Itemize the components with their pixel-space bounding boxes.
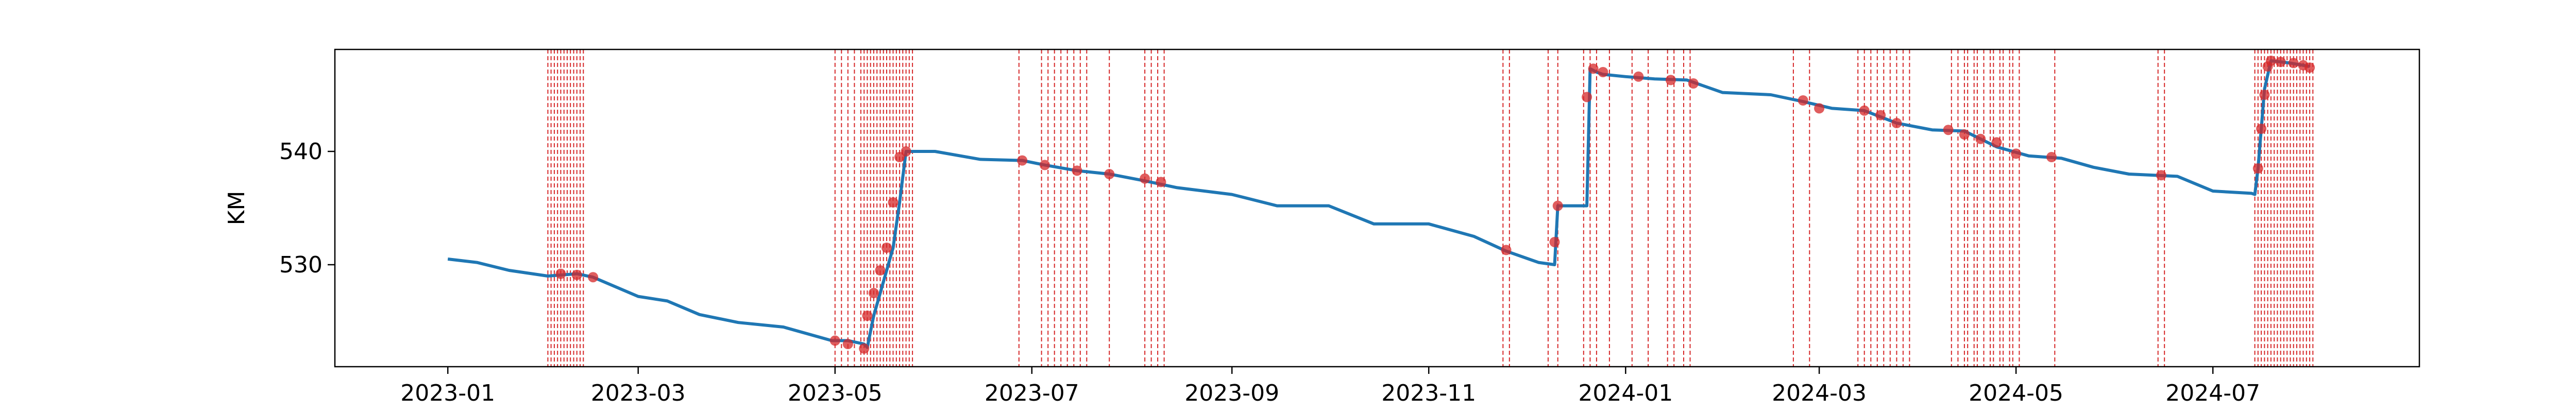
x-axis-ticks: 2023-01 2023-03 2023-05 2023-07 2023-09 2023-…	[400, 367, 2260, 406]
data-marker	[571, 269, 582, 280]
data-marker	[1039, 160, 1050, 170]
data-marker	[1688, 78, 1699, 89]
data-marker	[859, 343, 870, 354]
y-axis-ticks: 530 540	[279, 139, 335, 278]
x-tick-label: 2023-09	[1184, 380, 1279, 406]
y-axis-label: KM	[224, 191, 250, 226]
data-marker	[901, 146, 911, 157]
data-marker	[1549, 237, 1560, 247]
plot-area-frame	[334, 48, 2420, 368]
y-tick-label: 530	[279, 252, 323, 278]
data-marker	[1104, 169, 1115, 179]
data-marker	[1156, 177, 1166, 187]
data-marker	[1140, 173, 1150, 184]
data-marker	[1891, 118, 1902, 128]
x-tick-label: 2023-11	[1381, 380, 1476, 406]
data-marker	[2046, 152, 2057, 162]
data-marker	[882, 243, 892, 253]
data-marker	[1665, 75, 1676, 85]
data-marker	[2265, 56, 2276, 66]
x-tick-label: 2023-01	[400, 380, 495, 406]
data-marker	[1875, 110, 1886, 121]
data-marker	[842, 339, 853, 349]
data-marker	[555, 268, 566, 279]
data-marker	[1975, 133, 1986, 144]
x-tick-label: 2023-07	[985, 380, 1079, 406]
data-marker	[2259, 90, 2270, 100]
data-marker	[1959, 129, 1970, 140]
data-marker	[588, 272, 599, 283]
x-tick-label: 2023-03	[591, 380, 686, 406]
x-tick-label: 2024-07	[2165, 380, 2260, 406]
data-marker	[2252, 163, 2263, 174]
data-marker	[1582, 92, 1592, 102]
data-marker	[888, 197, 899, 208]
data-marker	[2011, 148, 2022, 159]
data-marker	[875, 265, 886, 276]
x-tick-label: 2024-03	[1772, 380, 1867, 406]
data-marker	[868, 288, 879, 298]
data-marker	[1552, 200, 1563, 211]
data-marker	[1588, 63, 1599, 74]
data-marker	[1814, 103, 1825, 114]
data-marker	[1017, 155, 1028, 166]
data-marker	[862, 311, 873, 321]
data-marker	[2304, 62, 2315, 73]
data-marker	[2156, 170, 2166, 181]
data-marker	[1991, 137, 2002, 148]
data-marker	[2275, 57, 2286, 67]
markers-group	[555, 56, 2315, 354]
data-marker	[1798, 95, 1808, 106]
y-tick-label: 540	[279, 139, 323, 165]
data-marker	[1598, 67, 1608, 77]
data-marker	[1859, 105, 1870, 116]
x-tick-label: 2024-05	[1969, 380, 2063, 406]
data-marker	[829, 335, 840, 346]
data-marker	[2288, 58, 2299, 68]
data-marker	[2256, 124, 2267, 134]
data-marker	[1633, 71, 1644, 82]
x-tick-label: 2023-05	[788, 380, 883, 406]
data-marker	[1501, 245, 1512, 255]
x-tick-label: 2024-01	[1578, 380, 1673, 406]
data-marker	[1072, 165, 1082, 176]
data-marker	[1943, 125, 1954, 135]
event-lines-group	[547, 49, 2314, 367]
